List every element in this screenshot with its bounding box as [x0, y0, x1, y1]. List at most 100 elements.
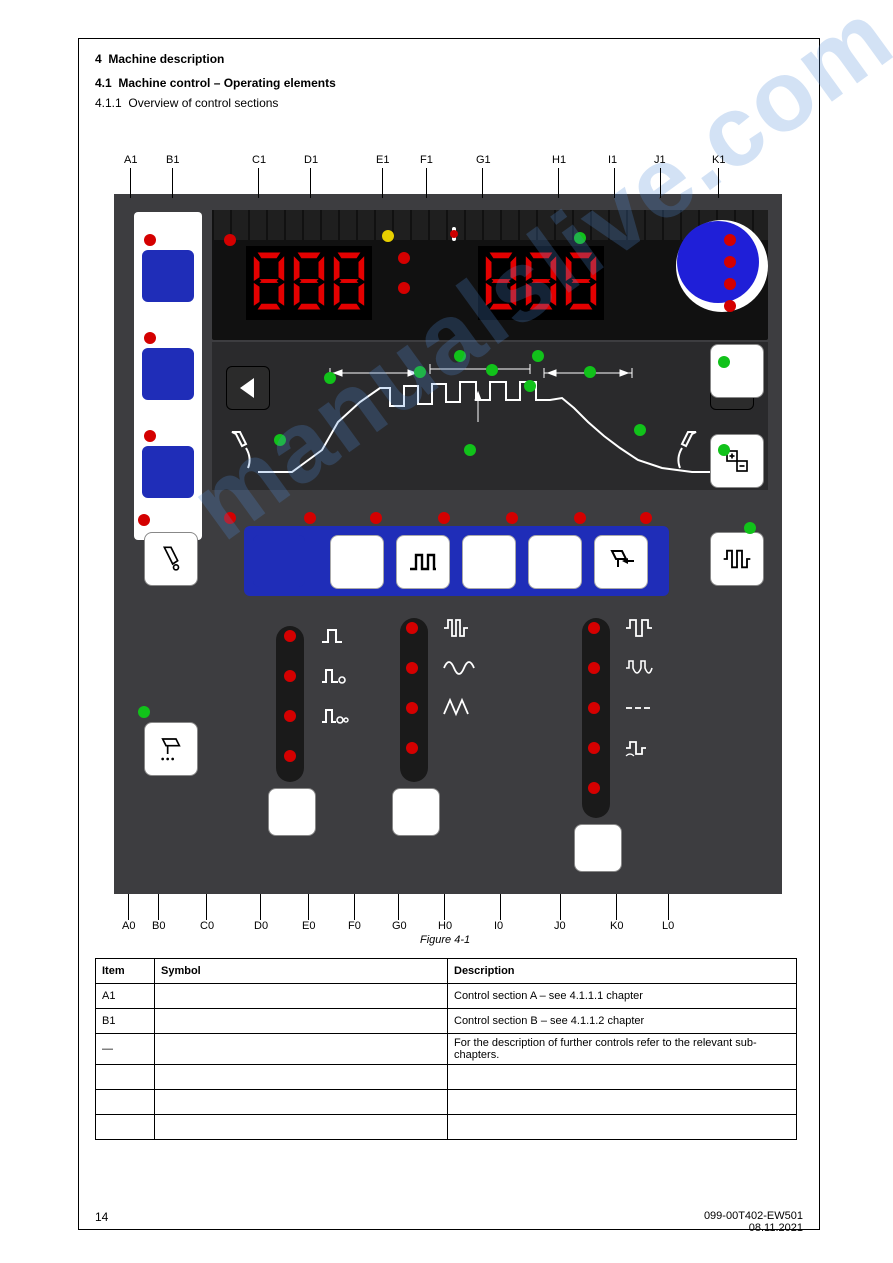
figure-caption: Figure 4-1 [420, 934, 470, 946]
electrode-arrow-icon [606, 547, 636, 577]
status-led [724, 300, 736, 312]
rotary-knob[interactable] [676, 220, 768, 312]
bar-btn-4[interactable] [528, 535, 582, 589]
bar-btn-electrode[interactable] [594, 535, 648, 589]
status-led [486, 364, 498, 376]
status-led [584, 366, 596, 378]
doc-number: 099-00T402-EW501 [704, 1210, 803, 1222]
status-led [382, 230, 394, 242]
page-number-left: 14 [95, 1210, 108, 1224]
digit [562, 250, 600, 312]
callout-label: F0 [348, 920, 361, 932]
pulse-std-icon [436, 616, 478, 645]
callout-label: F1 [420, 154, 433, 166]
callout-leader [172, 168, 173, 198]
callout-leader [444, 894, 445, 920]
job-button-3[interactable] [142, 446, 194, 498]
polarity-button[interactable] [710, 434, 764, 488]
status-led [398, 252, 410, 264]
option-led [284, 710, 296, 722]
status-led [370, 512, 382, 524]
callout-leader [258, 168, 259, 198]
status-led [414, 366, 426, 378]
table-cell [155, 1115, 448, 1140]
status-led [454, 350, 466, 362]
status-led [574, 232, 586, 244]
table-cell: Control section B – see 4.1.1.2 chapter [448, 1009, 797, 1034]
ac-waveform-button[interactable] [710, 532, 764, 586]
table-cell [155, 1034, 448, 1065]
table-row: — For the description of further controls… [96, 1034, 797, 1065]
status-led [398, 282, 410, 294]
callout-label: K1 [712, 154, 725, 166]
callout-leader [130, 168, 131, 198]
bar-btn-1[interactable] [330, 535, 384, 589]
bar-btn-3[interactable] [462, 535, 516, 589]
bar-square[interactable] [253, 535, 305, 587]
table-row [96, 1065, 797, 1090]
callout-leader [128, 894, 129, 920]
subsub-text: Overview of control sections [128, 96, 278, 110]
ac-select-button[interactable] [574, 824, 622, 872]
job-button-1[interactable] [142, 250, 194, 302]
aux-button-1[interactable] [710, 344, 764, 398]
pulse-select-button[interactable] [392, 788, 440, 836]
table-cell: — [96, 1034, 155, 1065]
callout-leader [718, 168, 719, 198]
table-cell [155, 1009, 448, 1034]
callout-label: D0 [254, 920, 268, 932]
bar-btn-pulse[interactable] [396, 535, 450, 589]
table-cell [155, 984, 448, 1009]
table-cell [96, 1090, 155, 1115]
table-cell [448, 1115, 797, 1140]
status-led [640, 512, 652, 524]
callout-label: C1 [252, 154, 266, 166]
callout-label: H0 [438, 920, 452, 932]
status-led [524, 380, 536, 392]
table-cell [448, 1065, 797, 1090]
job-button-2[interactable] [142, 348, 194, 400]
option-led [588, 742, 600, 754]
page-footer-right: 099-00T402-EW501 08.11.2021 [704, 1210, 803, 1234]
table-cell: For the description of further controls … [448, 1034, 797, 1065]
callout-leader [660, 168, 661, 198]
callout-label: B0 [152, 920, 165, 932]
status-led [274, 434, 286, 446]
digit [290, 250, 328, 312]
col-item: Item [96, 959, 155, 984]
subsub-num: 4.1.1 [95, 96, 122, 110]
option-led [284, 670, 296, 682]
callout-label: I0 [494, 920, 503, 932]
mode-2t-icon [314, 624, 356, 653]
status-led [304, 512, 316, 524]
table-row: B1Control section B – see 4.1.1.2 chapte… [96, 1009, 797, 1034]
callout-leader [426, 168, 427, 198]
hf-button[interactable] [144, 722, 198, 776]
led-job1 [144, 234, 156, 246]
reference-table: Item Symbol Description A1Control sectio… [95, 958, 797, 1140]
status-led [724, 278, 736, 290]
callout-label: K0 [610, 920, 623, 932]
heading-text: Machine description [108, 52, 224, 66]
callout-label: L0 [662, 920, 674, 932]
status-led [438, 512, 450, 524]
callout-label: E1 [376, 154, 389, 166]
trigger-select-button[interactable] [268, 788, 316, 836]
callout-leader [158, 894, 159, 920]
option-led [406, 622, 418, 634]
torch-config-button[interactable] [144, 532, 198, 586]
callout-label: D1 [304, 154, 318, 166]
subheading: 4.1 Machine control – Operating elements [95, 76, 336, 90]
callout-leader [260, 894, 261, 920]
square-wave-icon [722, 544, 752, 574]
status-led [224, 512, 236, 524]
callout-label: G1 [476, 154, 491, 166]
table-row [96, 1115, 797, 1140]
status-led [224, 234, 236, 246]
callout-label: G0 [392, 920, 407, 932]
subheading-text: Machine control – Operating elements [118, 76, 335, 90]
callout-leader [500, 894, 501, 920]
led-hf [138, 706, 150, 718]
callout-leader [668, 894, 669, 920]
option-led [588, 782, 600, 794]
